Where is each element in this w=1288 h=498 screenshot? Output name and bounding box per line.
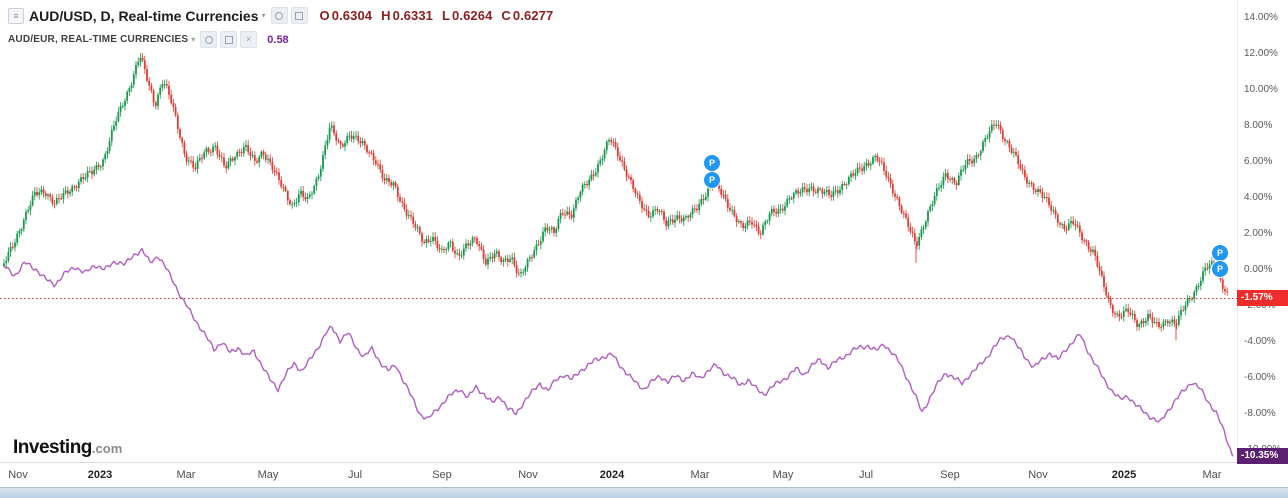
eye-icon[interactable] — [270, 7, 288, 24]
y-axis-tick: 10.00% — [1244, 84, 1278, 95]
settings-icon[interactable] — [220, 31, 238, 48]
chart-canvas[interactable] — [0, 0, 1237, 462]
x-axis-label: May — [772, 469, 794, 481]
chevron-down-icon[interactable]: ▾ — [191, 35, 196, 44]
x-axis-label: 2023 — [87, 469, 113, 481]
legend-main-row: ≡ AUD/USD, D, Real-time Currencies ▾ O 0.… — [8, 7, 555, 24]
x-axis-label: Nov — [518, 469, 538, 481]
close-label: C — [501, 8, 511, 23]
eye-glyph — [275, 11, 284, 20]
symbol-menu-icon[interactable]: ≡ — [8, 7, 24, 24]
position-pin-icon[interactable]: P — [1212, 260, 1228, 277]
bottom-scrollbar[interactable] — [0, 487, 1288, 498]
legend: ≡ AUD/USD, D, Real-time Currencies ▾ O 0.… — [8, 7, 555, 48]
position-pin-icon[interactable]: P — [704, 172, 720, 188]
investing-logo: Investing .com — [10, 437, 126, 459]
close-value: 0.6277 — [512, 8, 554, 23]
settings-icon[interactable] — [290, 7, 308, 24]
x-axis-label: Mar — [176, 469, 196, 481]
logo-suffix: .com — [91, 441, 123, 456]
eye-glyph — [204, 35, 213, 44]
settings-glyph — [295, 11, 304, 20]
symbol-title[interactable]: AUD/USD, D, Real-time Currencies — [29, 7, 259, 24]
x-axis-label: Nov — [1028, 469, 1048, 481]
y-axis-tick: 6.00% — [1244, 156, 1273, 167]
position-pin-icon[interactable]: P — [704, 154, 720, 171]
x-axis-label: Nov — [8, 469, 28, 481]
high-label: H — [381, 8, 391, 23]
low-label: L — [442, 8, 451, 23]
x-axis-label: Jul — [347, 469, 363, 481]
price-axis[interactable]: 14.00% 12.00% 10.00% 8.00% 6.00% 4.00% 2.00% 0.… — [1237, 0, 1288, 462]
time-axis[interactable]: Nov 2023 Mar May Jul Sep Nov 2024 Mar May Jul Sep No… — [0, 462, 1288, 487]
position-pin-icon[interactable]: P — [1212, 244, 1228, 261]
compare-last-value: 0.58 — [267, 33, 289, 46]
x-axis-label: May — [257, 469, 279, 481]
y-axis-tick: 4.00% — [1244, 192, 1273, 203]
chevron-down-icon[interactable]: ▾ — [261, 11, 266, 20]
y-axis-tick: -4.00% — [1244, 336, 1276, 347]
low-value: 0.6264 — [452, 8, 493, 23]
open-value: 0.6304 — [331, 8, 373, 23]
y-axis-tick: 12.00% — [1244, 48, 1278, 59]
last-price-badge-audeur: -10.35% — [1237, 448, 1288, 465]
open-label: O — [319, 8, 330, 23]
legend-compare-row: AUD/EUR, REAL-TIME CURRENCIES ▾ × 0.58 — [8, 31, 555, 48]
y-axis-tick: 8.00% — [1244, 120, 1273, 131]
y-axis-tick: -6.00% — [1244, 372, 1276, 383]
y-axis-tick: 0.00% — [1244, 264, 1273, 275]
compare-symbol-title[interactable]: AUD/EUR, REAL-TIME CURRENCIES — [8, 34, 189, 45]
x-axis-label: Mar — [1202, 469, 1222, 481]
x-axis-label: Sep — [940, 469, 960, 481]
y-axis-tick: 2.00% — [1244, 228, 1273, 239]
close-icon[interactable]: × — [240, 31, 258, 48]
y-axis-tick: 14.00% — [1244, 12, 1278, 23]
x-axis-label: 2024 — [599, 469, 625, 481]
x-axis-label: Jul — [858, 469, 874, 481]
logo-brand: Investing — [13, 437, 92, 458]
x-axis-label: Mar — [690, 469, 710, 481]
ohlc-values: O 0.6304 H 0.6331 L 0.6264 C 0.6277 — [320, 8, 556, 23]
y-axis-tick: -8.00% — [1244, 408, 1276, 419]
last-price-badge-audusd: -1.57% — [1237, 290, 1288, 307]
x-axis-label: Sep — [432, 469, 452, 481]
settings-glyph — [224, 35, 233, 44]
high-value: 0.6331 — [392, 8, 433, 23]
x-axis-label: 2025 — [1111, 469, 1137, 481]
eye-icon[interactable] — [200, 31, 218, 48]
